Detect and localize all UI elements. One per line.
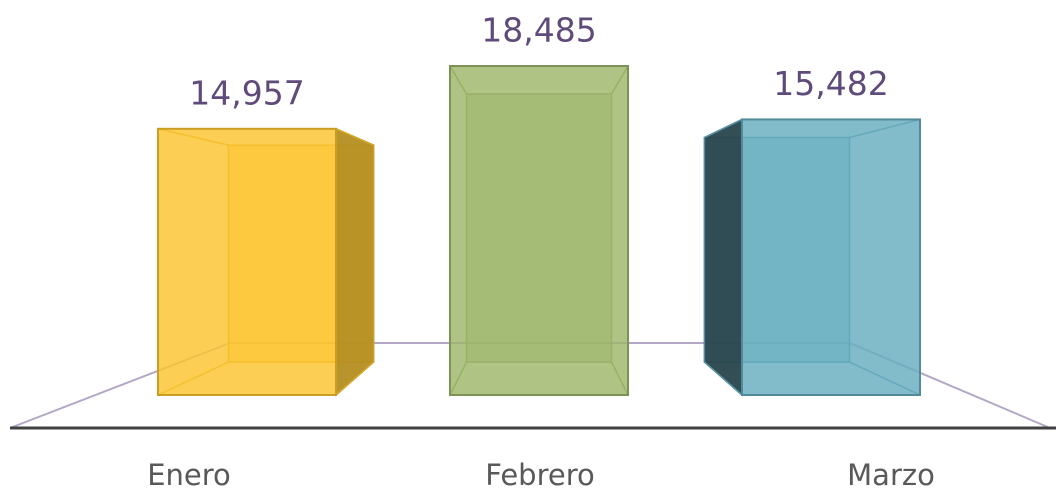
bar-edge [704,118,743,139]
bar-edge [335,128,374,146]
bar-edge [335,361,375,396]
bar-side [335,127,375,397]
bar-edge [703,361,743,396]
x-tick-label: Marzo [847,458,935,491]
value-label: 18,485 [481,11,596,50]
x-tick-label: Enero [147,458,231,491]
value-label: 14,957 [189,73,304,112]
bar [449,65,629,396]
bar [157,127,337,396]
bar [741,118,921,397]
bar-side [703,118,743,397]
value-label: 15,482 [773,64,888,103]
x-tick-label: Febrero [485,458,595,491]
